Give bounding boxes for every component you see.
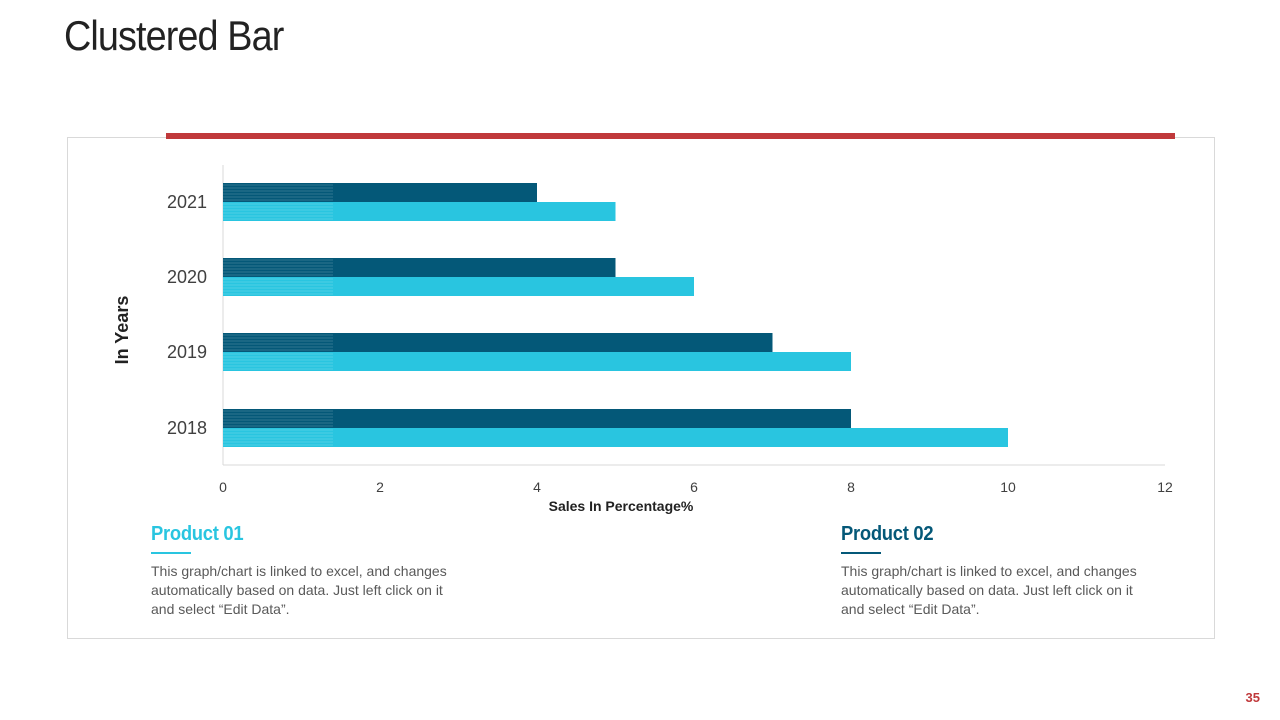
legend-title-product-02: Product 02 [841, 523, 934, 545]
x-tick-label-8: 8 [847, 479, 855, 495]
legend-text-product-02: This graph/chart is linked to excel, and… [841, 563, 1137, 617]
legend-product-01: Product 01 This graph/chart is linked to… [151, 523, 461, 619]
legend-title-product-01: Product 01 [151, 523, 244, 545]
legend-underline-product-01 [151, 552, 191, 554]
x-axis-title: Sales In Percentage% [549, 498, 694, 514]
x-tick-label-6: 6 [690, 479, 698, 495]
y-tick-label-2021: 2021 [167, 192, 207, 212]
legend-underline-product-02 [841, 552, 881, 554]
bar-product-02-2018 [223, 428, 1008, 447]
y-tick-label-2020: 2020 [167, 267, 207, 287]
bar-product-01-2020 [223, 258, 616, 277]
y-tick-label-2018: 2018 [167, 418, 207, 438]
bar-product-02-2020 [223, 277, 694, 296]
x-tick-label-0: 0 [219, 479, 227, 495]
x-tick-label-4: 4 [533, 479, 541, 495]
bar-product-01-2018 [223, 409, 851, 428]
x-tick-label-2: 2 [376, 479, 384, 495]
bar-product-01-2021 [223, 183, 537, 202]
bar-product-02-2021 [223, 202, 616, 221]
slide-title: Clustered Bar [64, 12, 284, 59]
x-tick-label-12: 12 [1157, 479, 1173, 495]
legend-text-product-01: This graph/chart is linked to excel, and… [151, 563, 447, 617]
bar-product-02-2019 [223, 352, 851, 371]
y-axis-title: In Years [112, 296, 132, 365]
y-tick-label-2019: 2019 [167, 342, 207, 362]
x-tick-label-10: 10 [1000, 479, 1016, 495]
accent-rule [166, 133, 1175, 139]
legend-product-02: Product 02 This graph/chart is linked to… [841, 523, 1151, 619]
page-number: 35 [1245, 690, 1260, 705]
bar-product-01-2019 [223, 333, 773, 352]
